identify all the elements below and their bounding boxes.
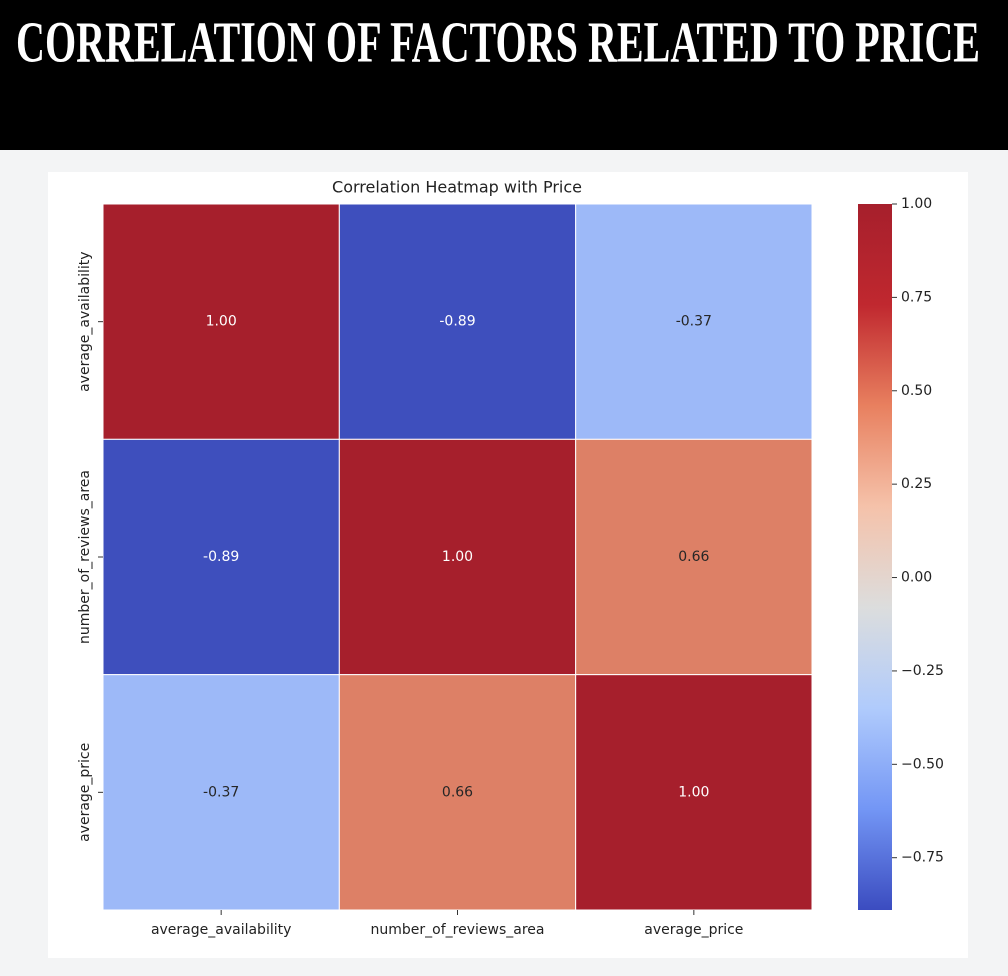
colorbar-tick-label: 0.00 bbox=[901, 570, 932, 586]
colorbar-tick-label: 0.50 bbox=[901, 383, 932, 399]
y-tick-label: number_of_reviews_area bbox=[77, 470, 93, 644]
x-tick-label: average_availability bbox=[151, 922, 291, 938]
colorbar-tick-label: 0.75 bbox=[901, 289, 932, 305]
y-tick-label: average_availability bbox=[77, 251, 93, 391]
cell bbox=[338, 203, 577, 440]
colorbar-tick-label: 1.00 bbox=[901, 196, 932, 212]
colorbar-tick-label: 0.25 bbox=[901, 476, 932, 492]
cell-label: 1.00 bbox=[206, 314, 237, 330]
cell bbox=[575, 674, 813, 911]
cell bbox=[102, 674, 340, 911]
colorbar bbox=[858, 204, 892, 910]
x-tick-label: number_of_reviews_area bbox=[371, 922, 545, 938]
cell-label: -0.89 bbox=[203, 549, 239, 565]
cell-label: -0.37 bbox=[676, 314, 712, 330]
cell bbox=[338, 438, 577, 676]
cell bbox=[102, 438, 340, 676]
colorbar-tick-label: −0.50 bbox=[901, 756, 944, 772]
cell-label: -0.37 bbox=[203, 784, 239, 800]
colorbar-tick-label: −0.75 bbox=[901, 850, 944, 866]
cell bbox=[575, 438, 813, 676]
x-tick-label: average_price bbox=[644, 922, 743, 938]
cell-label: 1.00 bbox=[442, 549, 473, 565]
header-band bbox=[0, 0, 1008, 150]
cell-label: -0.89 bbox=[439, 314, 475, 330]
y-tick-label: average_price bbox=[77, 743, 93, 842]
cell-label: 1.00 bbox=[678, 784, 709, 800]
colorbar-tick-label: −0.25 bbox=[901, 663, 944, 679]
header-title: CORRELATION OF FACTORS RELATED TO PRICE bbox=[16, 9, 980, 74]
cell-label: 0.66 bbox=[442, 784, 473, 800]
cell bbox=[102, 203, 340, 440]
plot: 1.00 -0.89 -0.37 -0.89 1.00 0.66 -0.37 0.66 1.00… bbox=[77, 196, 944, 938]
cell bbox=[575, 203, 813, 440]
cell bbox=[338, 674, 577, 911]
chart-title: Correlation Heatmap with Price bbox=[332, 178, 582, 197]
cell-label: 0.66 bbox=[678, 549, 709, 565]
